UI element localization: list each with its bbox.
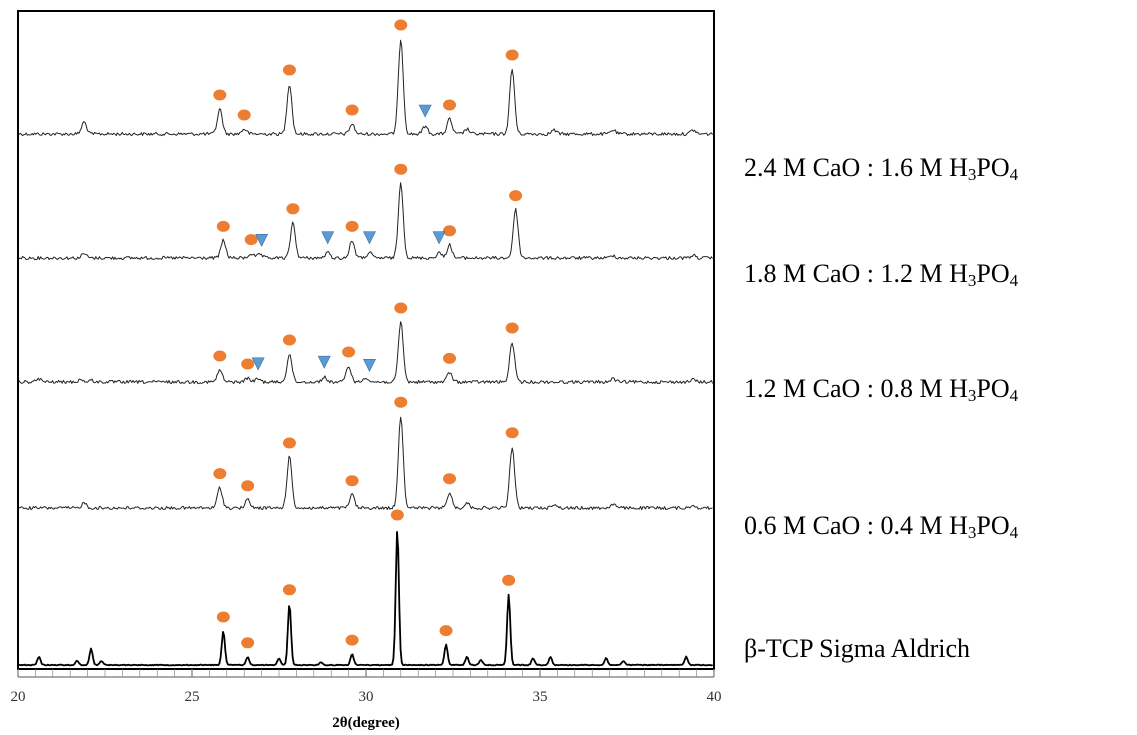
peak-marker-circle — [345, 634, 359, 646]
xrd-trace — [18, 531, 714, 667]
peak-marker-triangle — [362, 358, 376, 372]
peak-marker-circle — [282, 334, 296, 346]
peak-marker-circle — [394, 19, 408, 31]
peak-marker-circle — [282, 437, 296, 449]
xrd-trace — [18, 182, 714, 261]
peak-marker-circle — [213, 468, 227, 480]
x-axis-title: 2θ(degree) — [332, 715, 400, 731]
peak-marker-circle — [439, 625, 453, 637]
plot-frame — [17, 10, 715, 670]
x-minor-ticks — [17, 669, 715, 677]
x-tick-label: 30 — [359, 689, 374, 705]
peak-marker-circle — [443, 352, 457, 364]
peak-marker-circle — [241, 358, 255, 370]
peak-marker-circle — [502, 574, 516, 586]
peak-marker-triangle — [432, 231, 446, 245]
series-label: 1.8 M CaO : 1.2 M H3PO4 — [744, 259, 1019, 290]
series-label: β-TCP Sigma Aldrich — [744, 634, 971, 663]
peak-marker-circle — [509, 190, 523, 202]
peak-marker-circle — [213, 350, 227, 362]
peak-marker-circle — [394, 302, 408, 314]
x-tick-label: 25 — [185, 689, 200, 705]
peak-marker-circle — [394, 396, 408, 408]
x-tick-label: 35 — [533, 689, 548, 705]
peak-marker-triangle — [362, 231, 376, 245]
peak-marker-circle — [345, 475, 359, 487]
peak-marker-circle — [345, 104, 359, 116]
series-label: 2.4 M CaO : 1.6 M H3PO4 — [744, 153, 1019, 184]
xrd-trace — [18, 39, 714, 137]
peak-marker-circle — [282, 584, 296, 596]
peak-marker-circle — [505, 427, 519, 439]
peak-marker-triangle — [418, 104, 432, 118]
peak-markers — [213, 19, 523, 649]
peak-marker-circle — [241, 480, 255, 492]
peak-marker-circle — [390, 509, 404, 521]
peak-marker-circle — [241, 637, 255, 649]
xrd-trace — [18, 321, 714, 385]
x-tick-labels: 20 25 30 35 40 — [11, 689, 722, 705]
peak-marker-triangle — [321, 231, 335, 245]
peak-marker-circle — [216, 220, 230, 232]
peak-marker-triangle — [317, 355, 331, 369]
peak-marker-circle — [216, 611, 230, 623]
xrd-traces — [18, 39, 714, 667]
peak-marker-circle — [505, 49, 519, 61]
x-tick-label: 20 — [11, 689, 26, 705]
peak-marker-circle — [244, 234, 258, 246]
peak-marker-triangle — [251, 357, 265, 371]
peak-marker-circle — [342, 346, 356, 358]
peak-marker-circle — [213, 89, 227, 101]
peak-marker-circle — [345, 220, 359, 232]
peak-marker-circle — [443, 473, 457, 485]
peak-marker-circle — [505, 322, 519, 334]
peak-marker-circle — [237, 109, 251, 121]
peak-marker-circle — [282, 64, 296, 76]
peak-marker-circle — [394, 163, 408, 175]
series-label: 1.2 M CaO : 0.8 M H3PO4 — [744, 374, 1019, 405]
peak-marker-circle — [443, 99, 457, 111]
peak-marker-circle — [443, 225, 457, 237]
x-tick-label: 40 — [707, 689, 722, 705]
peak-marker-triangle — [255, 233, 269, 247]
series-label: 0.6 M CaO : 0.4 M H3PO4 — [744, 511, 1019, 542]
xrd-trace — [18, 416, 713, 511]
peak-marker-circle — [286, 203, 300, 215]
